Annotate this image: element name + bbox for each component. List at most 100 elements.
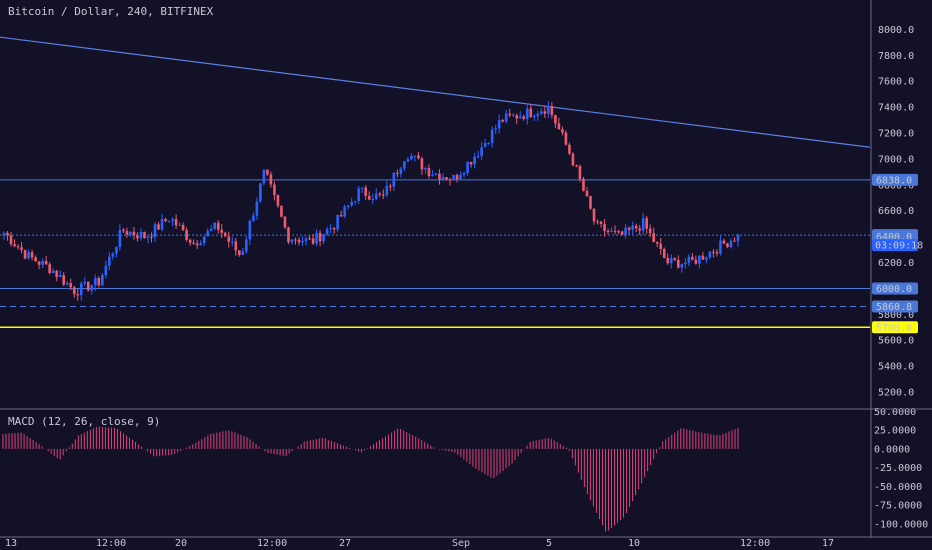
candle-body [216,222,220,230]
price-line-tag [872,282,918,295]
candle-body [86,281,90,291]
candle-body [325,229,329,235]
candle-body [420,158,424,170]
candle-body [462,173,466,175]
price-tick-label: 7200.0 [878,129,914,140]
candle-body [181,224,185,231]
candle-body [297,239,301,243]
candle-body [582,178,585,191]
price-line-tag [872,321,918,334]
candle-body [129,231,132,235]
candle-body [322,234,325,242]
macd-tick-label: 25.0000 [874,426,916,437]
candle-body [13,244,16,247]
candle-body [483,143,487,148]
candle-body [399,168,403,174]
candle-body [371,199,375,201]
candle-body [617,231,620,233]
candle-body [9,235,13,245]
candle-body [708,251,712,258]
candle-body [518,116,522,119]
candle-body [360,187,364,189]
candle-body [262,169,266,184]
countdown-tag [872,239,918,252]
candle-body [301,241,304,243]
candle-body [501,120,504,122]
price-line-tag-label: 6000.0 [876,284,912,295]
candle-body [620,231,624,235]
countdown-label: 03:09:18 [875,241,923,252]
candle-body [441,177,445,180]
candle-body [417,155,420,159]
candle-body [178,224,181,226]
candle-body [234,241,238,251]
price-tick-label: 7000.0 [878,154,914,165]
candle-body [490,129,494,144]
candle-body [153,224,157,238]
candle-body [585,190,589,197]
candle-body [223,232,227,237]
candle-body [554,115,557,124]
candle-body [410,156,413,160]
candle-body [115,247,118,254]
candle-body [104,265,108,275]
candle-body [729,240,733,247]
candle-body [41,260,44,265]
candle-body [252,215,255,222]
candle-body [533,116,536,118]
macd-title: MACD (12, 26, close, 9) [8,415,160,428]
candle-body [30,252,34,258]
price-tick-label: 7800.0 [878,51,914,62]
candle-body [452,174,455,180]
candle-body [497,120,501,129]
candle-body [378,193,382,195]
candle-body [37,261,41,265]
candle-body [504,113,508,122]
candle-body [55,270,58,278]
time-tick-label: 17 [822,538,834,549]
candle-body [540,111,543,114]
candle-body [455,174,459,180]
candle-body [259,183,262,202]
candle-body [97,277,101,286]
candle-body [209,228,213,231]
candle-body [62,275,66,285]
candle-body [280,205,283,217]
time-tick-label: Sep [452,538,470,549]
candle-body [174,219,178,226]
candle-body [568,144,571,154]
price-pane[interactable] [0,36,871,329]
candle-body [213,222,217,229]
candle-body [72,287,76,295]
candle-body [185,230,188,240]
macd-pane[interactable] [2,426,739,532]
candle-body [655,242,659,244]
candle-body [290,239,294,243]
price-line-tag-label: 6400.0 [876,232,912,243]
candle-body [669,258,673,264]
candle-body [698,255,701,264]
macd-tick-label: -25.0000 [874,463,922,474]
candle-body [736,235,740,241]
candle-body [199,243,202,246]
candle-body [627,227,631,230]
candle-body [445,177,448,180]
candle-body [466,161,469,174]
candle-body [220,229,224,233]
candle-body [311,238,315,244]
candle-body [241,251,245,255]
candle-body [248,221,252,240]
macd-tick-label: -75.0000 [874,501,922,512]
price-line-tag [872,173,918,186]
candle-body [652,233,656,243]
candle-body [269,174,273,185]
price-tick-label: 8000.0 [878,25,914,36]
candle-body [206,230,209,237]
candle-body [624,227,627,235]
candle-body [694,259,698,264]
candle-body [304,238,308,242]
candle-body [125,231,129,235]
candle-body [343,206,346,217]
candle-body [389,185,392,187]
